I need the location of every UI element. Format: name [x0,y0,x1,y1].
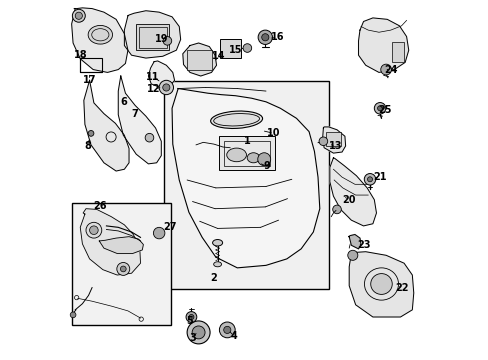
Bar [220,40,241,58]
Circle shape [120,266,126,272]
Circle shape [75,12,82,19]
Circle shape [364,174,375,185]
Text: 27: 27 [163,222,176,232]
Bar [72,203,171,325]
Polygon shape [80,209,140,275]
Circle shape [159,80,173,95]
Circle shape [72,9,85,22]
Text: 19: 19 [154,35,168,44]
Text: 14: 14 [211,51,225,61]
Circle shape [188,315,194,319]
Polygon shape [72,8,128,72]
Text: 9: 9 [263,161,269,171]
Circle shape [219,322,235,338]
Bar [325,132,340,146]
Polygon shape [148,61,174,87]
Polygon shape [124,11,180,58]
Bar [163,81,328,289]
Circle shape [185,312,196,322]
Text: 17: 17 [82,75,96,85]
Circle shape [377,106,382,111]
Text: 22: 22 [394,283,407,293]
Circle shape [89,226,98,234]
Text: 4: 4 [230,331,237,341]
Bar [391,42,403,62]
Ellipse shape [213,262,221,267]
Text: 5: 5 [186,316,193,325]
Circle shape [163,84,169,91]
Text: 8: 8 [84,141,91,151]
Polygon shape [118,76,161,164]
Text: 6: 6 [120,97,126,107]
Circle shape [86,222,102,238]
Text: 23: 23 [356,240,369,250]
Circle shape [223,326,230,333]
Bar [223,140,270,166]
Circle shape [319,137,327,145]
Ellipse shape [212,239,222,246]
Text: 20: 20 [342,195,355,205]
Circle shape [380,64,391,75]
Circle shape [88,131,94,136]
Circle shape [347,250,357,260]
Text: 25: 25 [378,105,391,115]
Circle shape [243,44,251,52]
Text: 26: 26 [93,201,107,211]
Ellipse shape [88,26,112,44]
Bar [219,136,274,170]
Text: 1: 1 [244,136,250,146]
Text: 2: 2 [210,273,217,283]
Text: 16: 16 [270,32,284,42]
Text: 12: 12 [147,84,161,94]
Text: 18: 18 [73,50,87,60]
Circle shape [332,205,341,214]
Text: 3: 3 [189,333,196,343]
Ellipse shape [210,111,262,129]
Polygon shape [172,89,319,268]
Ellipse shape [370,274,391,294]
Polygon shape [329,158,376,226]
Text: 10: 10 [266,129,280,138]
Circle shape [373,103,385,114]
Polygon shape [348,234,360,249]
Polygon shape [99,237,143,253]
Text: 11: 11 [146,72,160,82]
Polygon shape [358,18,408,72]
Circle shape [187,321,210,344]
Text: 24: 24 [383,64,397,75]
Ellipse shape [247,153,259,163]
Text: 7: 7 [131,109,138,119]
Polygon shape [348,252,413,317]
Circle shape [367,177,372,182]
Circle shape [145,134,153,142]
Polygon shape [183,43,216,76]
Circle shape [192,326,204,339]
Circle shape [258,30,272,44]
Polygon shape [322,127,345,153]
Circle shape [117,262,129,275]
Text: 13: 13 [328,141,342,151]
Circle shape [70,312,76,318]
Bar [187,50,211,69]
Text: 15: 15 [228,45,242,55]
Polygon shape [83,80,129,171]
Circle shape [163,37,171,45]
Circle shape [153,227,164,239]
Ellipse shape [226,148,246,162]
Circle shape [261,34,268,41]
Bar [136,24,169,50]
Text: 21: 21 [372,172,386,182]
Bar [80,58,102,72]
Bar [139,27,166,48]
Circle shape [257,153,270,166]
